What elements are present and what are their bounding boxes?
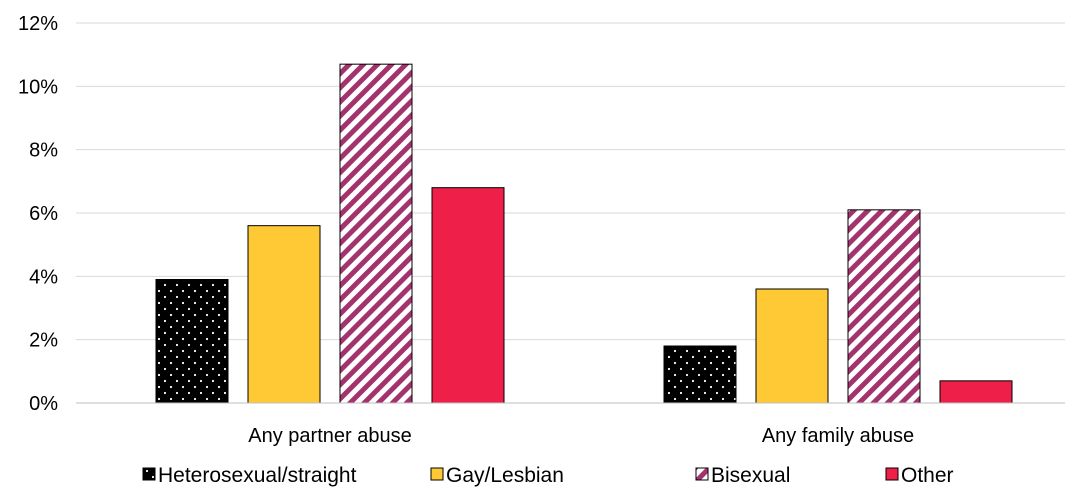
bar-heterosexual-straight-1 bbox=[155, 279, 229, 404]
bar-bisexual-2 bbox=[847, 209, 921, 404]
x-axis: Any partner abuse Any family abuse bbox=[76, 402, 1065, 447]
bar-gay-lesbian-2 bbox=[755, 288, 829, 404]
legend-swatch bbox=[142, 467, 156, 481]
legend-label: Heterosexual/straight bbox=[158, 464, 357, 487]
y-tick-label: 12% bbox=[18, 13, 58, 35]
x-category-label: Any partner abuse bbox=[248, 425, 411, 447]
bars bbox=[155, 63, 1013, 404]
y-tick-label: 2% bbox=[29, 330, 58, 352]
legend-swatch bbox=[885, 467, 899, 481]
y-tick-label: 4% bbox=[29, 266, 58, 288]
legend-item: Gay/Lesbian bbox=[430, 464, 564, 487]
y-tick-label: 8% bbox=[29, 140, 58, 162]
bar-gay-lesbian-1 bbox=[247, 225, 321, 404]
y-axis-tick-labels: 0% 2% 4% 6% 8% 10% 12% bbox=[18, 13, 58, 415]
legend-label: Other bbox=[901, 464, 954, 487]
legend-item: Other bbox=[885, 464, 954, 487]
legend-item: Heterosexual/straight bbox=[142, 464, 357, 487]
bar-other-2 bbox=[939, 380, 1013, 404]
y-tick-label: 6% bbox=[29, 203, 58, 225]
bar-other-1 bbox=[431, 187, 505, 404]
legend-label: Gay/Lesbian bbox=[446, 464, 564, 487]
bar-heterosexual-straight-2 bbox=[663, 345, 737, 404]
bar-bisexual-1 bbox=[339, 63, 413, 404]
legend-swatch bbox=[430, 467, 444, 481]
legend: Heterosexual/straight Gay/Lesbian Bisexual… bbox=[142, 464, 954, 487]
legend-label: Bisexual bbox=[711, 464, 790, 487]
x-category-label: Any family abuse bbox=[762, 425, 914, 447]
legend-item: Bisexual bbox=[695, 464, 790, 487]
y-tick-label: 10% bbox=[18, 76, 58, 98]
y-tick-label: 0% bbox=[29, 393, 58, 415]
legend-swatch bbox=[695, 467, 709, 481]
